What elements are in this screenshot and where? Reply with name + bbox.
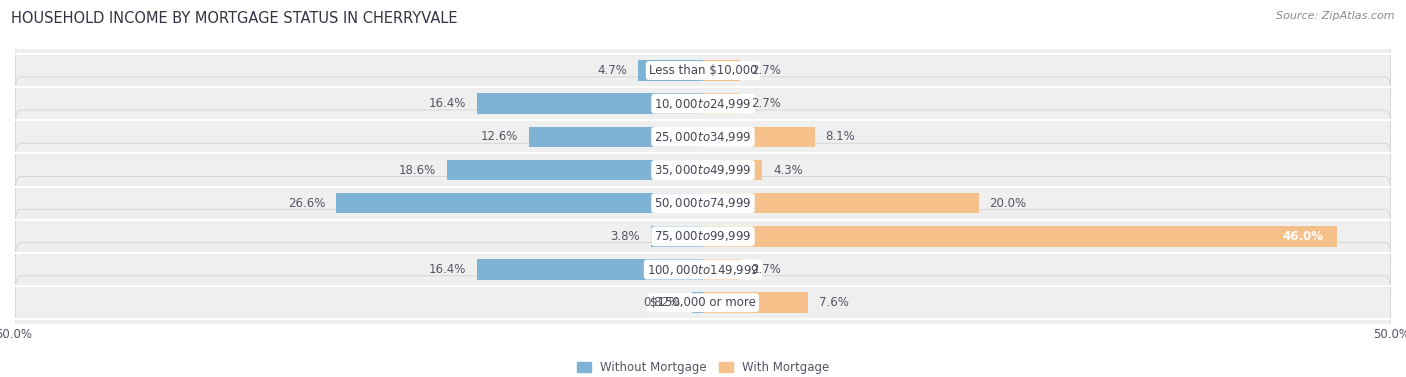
Bar bbox=[703, 127, 814, 147]
Bar bbox=[703, 259, 740, 280]
Text: 2.7%: 2.7% bbox=[751, 97, 782, 110]
FancyBboxPatch shape bbox=[15, 77, 1391, 130]
Bar bbox=[703, 193, 979, 213]
Text: 18.6%: 18.6% bbox=[398, 164, 436, 176]
Text: 16.4%: 16.4% bbox=[429, 97, 465, 110]
Bar bbox=[703, 293, 807, 313]
Text: 46.0%: 46.0% bbox=[1282, 230, 1323, 243]
Text: $50,000 to $74,999: $50,000 to $74,999 bbox=[654, 196, 752, 210]
Text: Less than $10,000: Less than $10,000 bbox=[648, 64, 758, 77]
FancyBboxPatch shape bbox=[15, 110, 1391, 164]
Text: $35,000 to $49,999: $35,000 to $49,999 bbox=[654, 163, 752, 177]
Text: $100,000 to $149,999: $100,000 to $149,999 bbox=[647, 262, 759, 276]
Text: 7.6%: 7.6% bbox=[818, 296, 849, 309]
Bar bbox=[530, 127, 703, 147]
Bar bbox=[336, 193, 703, 213]
Text: 2.7%: 2.7% bbox=[751, 64, 782, 77]
Text: 4.3%: 4.3% bbox=[773, 164, 803, 176]
Bar bbox=[638, 60, 703, 81]
Text: 4.7%: 4.7% bbox=[598, 64, 627, 77]
Bar bbox=[477, 259, 703, 280]
Text: 20.0%: 20.0% bbox=[990, 197, 1026, 210]
Bar bbox=[477, 93, 703, 114]
Text: 3.8%: 3.8% bbox=[610, 230, 640, 243]
Legend: Without Mortgage, With Mortgage: Without Mortgage, With Mortgage bbox=[572, 356, 834, 377]
Bar bbox=[703, 160, 762, 180]
Text: $10,000 to $24,999: $10,000 to $24,999 bbox=[654, 97, 752, 111]
Bar bbox=[692, 293, 703, 313]
Bar bbox=[703, 93, 740, 114]
FancyBboxPatch shape bbox=[15, 143, 1391, 197]
Text: $150,000 or more: $150,000 or more bbox=[650, 296, 756, 309]
FancyBboxPatch shape bbox=[15, 243, 1391, 296]
Text: HOUSEHOLD INCOME BY MORTGAGE STATUS IN CHERRYVALE: HOUSEHOLD INCOME BY MORTGAGE STATUS IN C… bbox=[11, 11, 458, 26]
Text: $75,000 to $99,999: $75,000 to $99,999 bbox=[654, 229, 752, 243]
Bar bbox=[447, 160, 703, 180]
Bar bbox=[651, 226, 703, 247]
Bar bbox=[703, 60, 740, 81]
Text: $25,000 to $34,999: $25,000 to $34,999 bbox=[654, 130, 752, 144]
Text: 16.4%: 16.4% bbox=[429, 263, 465, 276]
Text: 2.7%: 2.7% bbox=[751, 263, 782, 276]
Text: 0.82%: 0.82% bbox=[644, 296, 681, 309]
Bar bbox=[703, 226, 1337, 247]
FancyBboxPatch shape bbox=[15, 44, 1391, 97]
Text: 8.1%: 8.1% bbox=[825, 130, 855, 143]
FancyBboxPatch shape bbox=[15, 210, 1391, 263]
FancyBboxPatch shape bbox=[15, 276, 1391, 329]
Text: 26.6%: 26.6% bbox=[288, 197, 325, 210]
Text: 12.6%: 12.6% bbox=[481, 130, 519, 143]
Text: Source: ZipAtlas.com: Source: ZipAtlas.com bbox=[1277, 11, 1395, 21]
FancyBboxPatch shape bbox=[15, 176, 1391, 230]
